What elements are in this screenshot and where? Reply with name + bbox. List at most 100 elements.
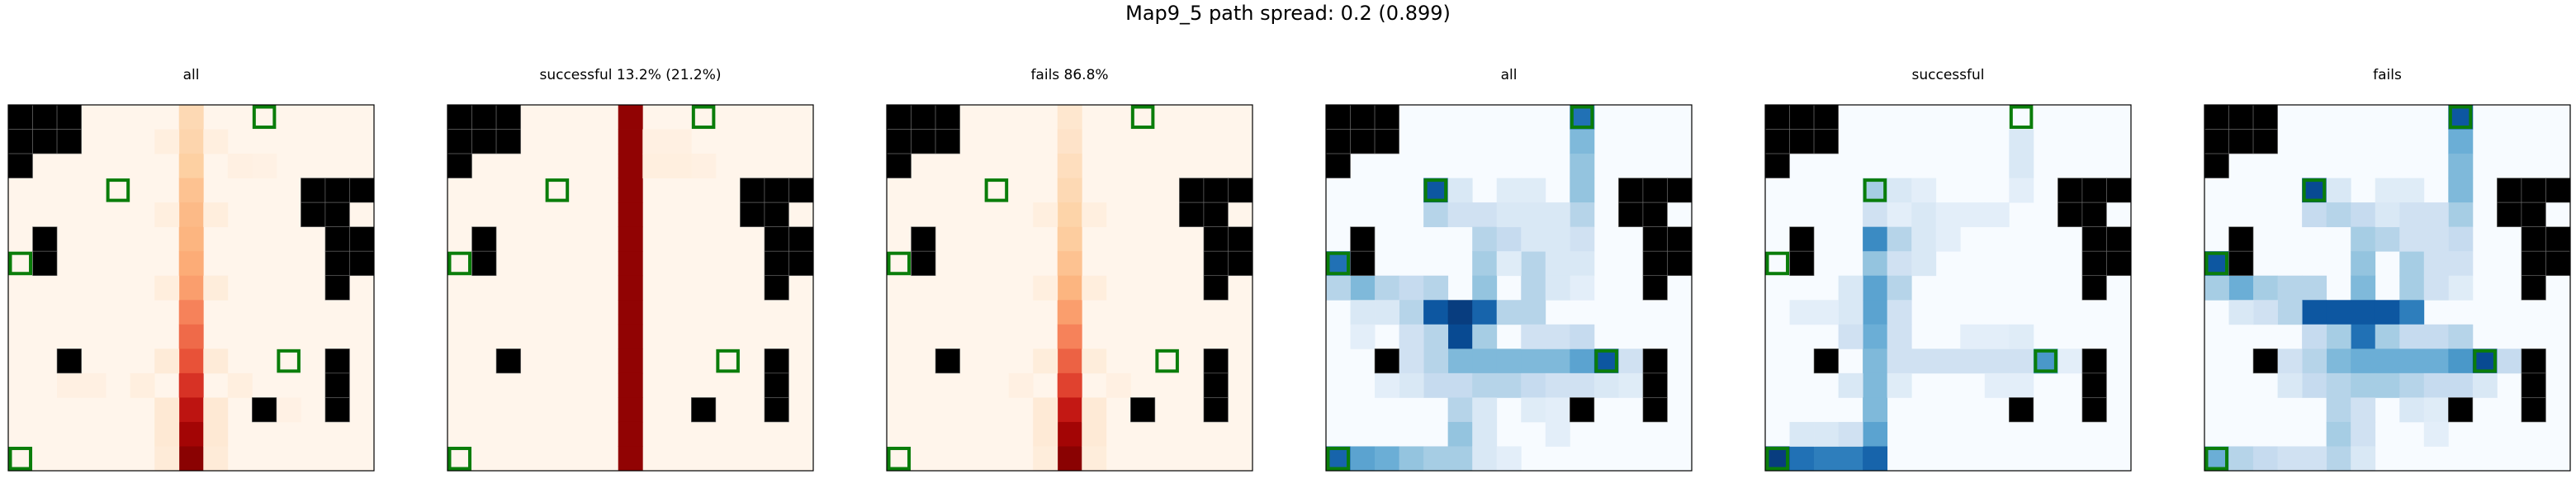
- heatmap-cell: [618, 397, 643, 423]
- heatmap-cell: [2399, 275, 2425, 301]
- heatmap-cell: [154, 421, 180, 447]
- heatmap-cell: [2253, 300, 2278, 325]
- heatmap-cell: [1545, 275, 1570, 301]
- goal-marker: [2009, 105, 2034, 130]
- heatmap-cell: [618, 446, 643, 472]
- obstacle-cell: [1642, 397, 1668, 423]
- obstacle-cell: [2081, 397, 2107, 423]
- heatmap-cell: [1570, 275, 1595, 301]
- axes-frame: [7, 104, 375, 472]
- heatmap-cell: [1545, 349, 1570, 374]
- heatmap-cell: [1863, 421, 1888, 447]
- heatmap-cell: [1375, 446, 1399, 472]
- heatmap-cell: [1838, 300, 1863, 325]
- obstacle-cell: [2204, 104, 2229, 130]
- heatmap-cell: [2448, 324, 2474, 349]
- panel-title: successful 13.2% (21.2%): [539, 67, 721, 83]
- obstacle-cell: [1203, 178, 1229, 203]
- heatmap-cell: [1521, 251, 1546, 277]
- heatmap-cell: [1887, 178, 1912, 203]
- heatmap-cell: [203, 275, 229, 301]
- heatmap-cell: [1447, 421, 1473, 447]
- obstacle-cell: [1667, 226, 1693, 252]
- heatmap-cell: [2009, 349, 2034, 374]
- heatmap-cell: [178, 300, 204, 325]
- heatmap-cell: [2302, 202, 2327, 228]
- heatmap-cell: [178, 178, 204, 203]
- heatmap-cell: [1399, 372, 1424, 398]
- heatmap-cell: [2204, 275, 2229, 301]
- goal-marker: [2473, 349, 2497, 373]
- heatmap-cell: [2448, 372, 2474, 398]
- heatmap-cell: [1057, 372, 1082, 398]
- heatmap-cell: [1984, 349, 2010, 374]
- obstacle-cell: [1203, 226, 1229, 252]
- goal-marker: [1155, 349, 1179, 373]
- obstacle-cell: [2252, 129, 2278, 154]
- heatmap-cell: [1472, 421, 1498, 447]
- obstacle-cell: [2081, 349, 2107, 374]
- heatmap-cell: [1496, 446, 1522, 472]
- heatmap-cell: [1082, 275, 1107, 301]
- heatmap-cell: [1521, 349, 1546, 374]
- heatmap-cell: [1838, 324, 1863, 349]
- heatmap-cell: [2326, 349, 2351, 374]
- obstacle-cell: [7, 129, 33, 154]
- goal-marker: [2302, 178, 2327, 202]
- heatmap-cell: [130, 372, 155, 398]
- heatmap-cell: [1960, 324, 1986, 349]
- obstacle-cell: [1203, 397, 1229, 423]
- heatmap-cell: [178, 397, 204, 423]
- obstacle-cell: [764, 397, 789, 423]
- heatmap-cell: [227, 154, 253, 178]
- heatmap-cell: [1570, 178, 1595, 203]
- heatmap-cell: [1863, 446, 1888, 472]
- heatmap-cell: [81, 372, 107, 398]
- goal-marker: [1326, 446, 1351, 471]
- obstacle-cell: [886, 129, 912, 154]
- obstacle-cell: [2228, 226, 2254, 252]
- obstacle-cell: [1374, 129, 1399, 154]
- heatmap-cell: [178, 349, 204, 374]
- obstacle-cell: [1789, 226, 1815, 252]
- heatmap-cell: [203, 446, 229, 472]
- heatmap-cell: [1570, 251, 1595, 277]
- obstacle-cell: [471, 104, 497, 130]
- obstacle-cell: [495, 129, 521, 154]
- heatmap-cell: [1863, 226, 1888, 252]
- heatmap-cell: [2253, 275, 2278, 301]
- heatmap-cell: [1399, 275, 1424, 301]
- heatmap-cell: [618, 251, 643, 277]
- heatmap-cell: [1545, 397, 1570, 423]
- obstacle-cell: [1179, 202, 1205, 227]
- obstacle-cell: [1667, 250, 1693, 277]
- panel-title: fails 86.8%: [1030, 67, 1108, 83]
- panel-title: successful: [1912, 67, 1985, 83]
- heatmap-cell: [1496, 349, 1522, 374]
- heatmap-cell: [1057, 251, 1082, 277]
- heatmap-cell: [1057, 105, 1082, 130]
- heatmap-cell: [1472, 372, 1498, 398]
- heatmap-cell: [1863, 300, 1888, 325]
- obstacle-cell: [1789, 104, 1815, 130]
- heatmap-cell: [1814, 300, 1839, 325]
- heatmap-cell: [1545, 421, 1570, 447]
- heatmap-cell: [2497, 349, 2522, 374]
- heatmap-cell: [2326, 372, 2351, 398]
- heatmap-cell: [618, 226, 643, 252]
- heatmap-cell: [252, 154, 277, 178]
- heatmap-cell: [1033, 275, 1058, 301]
- heatmap-cell: [1423, 324, 1449, 349]
- heatmap-cell: [1447, 372, 1473, 398]
- heatmap-cell: [1057, 178, 1082, 203]
- heatmap-cell: [1545, 251, 1570, 277]
- heatmap-cell: [2423, 397, 2449, 423]
- obstacle-cell: [56, 104, 82, 130]
- heatmap-cell: [1399, 446, 1424, 472]
- heatmap-cell: [1863, 275, 1888, 301]
- figure-title: Map9_5 path spread: 0.2 (0.899): [1125, 2, 1451, 25]
- obstacle-cell: [1203, 202, 1229, 227]
- heatmap-cell: [2204, 251, 2229, 277]
- heatmap-cell: [2375, 372, 2400, 398]
- heatmap-cell: [2375, 349, 2400, 374]
